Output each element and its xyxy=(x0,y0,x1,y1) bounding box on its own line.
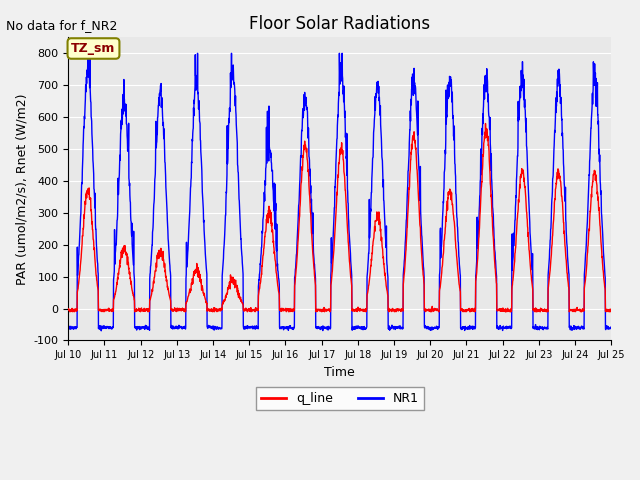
X-axis label: Time: Time xyxy=(324,366,355,379)
Title: Floor Solar Radiations: Floor Solar Radiations xyxy=(249,15,430,33)
Text: No data for f_NR2: No data for f_NR2 xyxy=(6,19,118,32)
Text: TZ_sm: TZ_sm xyxy=(71,42,116,55)
Legend: q_line, NR1: q_line, NR1 xyxy=(256,387,424,410)
Y-axis label: PAR (umol/m2/s), Rnet (W/m2): PAR (umol/m2/s), Rnet (W/m2) xyxy=(15,93,28,285)
